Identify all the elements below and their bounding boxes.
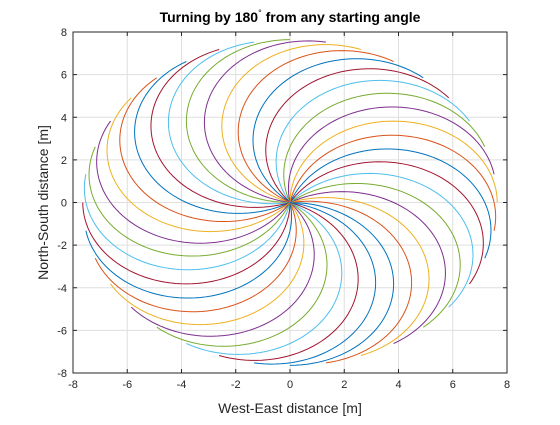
turn-curve xyxy=(185,39,291,203)
turn-curve xyxy=(289,120,498,203)
turn-curve xyxy=(289,200,413,364)
turn-curve xyxy=(287,106,495,203)
y-tick-label: 4 xyxy=(61,112,67,124)
turn-curve xyxy=(106,97,291,233)
title-rest: from any starting angle xyxy=(262,9,421,25)
turn-curve xyxy=(130,202,315,337)
chart-title: Turning by 180° from any starting angle xyxy=(160,8,421,25)
turn-curve xyxy=(289,197,430,356)
turn-curve xyxy=(82,202,291,285)
turn-curve xyxy=(289,134,497,231)
y-tick-label: -4 xyxy=(57,283,67,295)
turn-curve xyxy=(218,202,359,361)
turn-curve xyxy=(289,202,395,366)
turn-curve xyxy=(253,202,377,365)
x-tick-label: -2 xyxy=(231,379,241,391)
turn-curve xyxy=(167,41,291,205)
turn-curve xyxy=(186,202,343,355)
x-tick-label: -4 xyxy=(177,379,187,391)
turn-curve xyxy=(289,172,474,308)
y-tick-label: -2 xyxy=(57,240,67,252)
x-tick-label: -6 xyxy=(122,379,132,391)
title-degree: ° xyxy=(258,8,262,18)
turn-curve xyxy=(289,191,446,344)
turn-curve xyxy=(150,49,291,208)
turn-curve xyxy=(94,202,297,313)
turn-curve xyxy=(289,182,461,328)
turn-curve xyxy=(203,40,327,203)
y-tick-label: 6 xyxy=(61,70,67,82)
turn-curve xyxy=(110,202,305,326)
ticks: -8 -6 -4 -2 0 2 4 6 8 -8 -6 -4 -2 0 2 4 6 8 xyxy=(57,27,510,391)
y-tick-label: 2 xyxy=(61,155,67,167)
title-main: Turning by 180 xyxy=(160,9,259,25)
x-tick-label: 4 xyxy=(395,379,401,391)
turn-curve xyxy=(156,202,328,347)
x-tick-label: 0 xyxy=(287,379,293,391)
turn-curve xyxy=(289,148,492,259)
x-tick-label: 8 xyxy=(504,379,510,391)
turn-curve xyxy=(275,79,470,203)
turn-curve xyxy=(265,68,450,203)
y-tick-label: 0 xyxy=(61,198,67,210)
x-tick-label: 6 xyxy=(450,379,456,391)
x-tick-label: -8 xyxy=(68,379,78,391)
turn-curve xyxy=(252,58,424,203)
turn-curve xyxy=(119,77,291,223)
x-tick-label: 2 xyxy=(341,379,347,391)
turn-curve xyxy=(237,50,394,203)
turn-curve xyxy=(134,61,291,214)
turn-curve xyxy=(289,161,484,285)
y-tick-label: 8 xyxy=(61,27,67,39)
x-axis-label: West-East distance [m] xyxy=(218,400,362,416)
turn-curve xyxy=(88,146,291,257)
y-tick-label: -6 xyxy=(57,325,67,337)
turn-curve xyxy=(96,120,291,244)
y-axis-label: North-South distance [m] xyxy=(35,125,51,280)
y-tick-label: -8 xyxy=(57,368,67,380)
turn-curve xyxy=(221,44,362,203)
curves xyxy=(82,39,498,366)
turn-curve xyxy=(83,174,291,271)
turn-curve xyxy=(283,92,486,203)
turn-curve xyxy=(85,202,293,299)
